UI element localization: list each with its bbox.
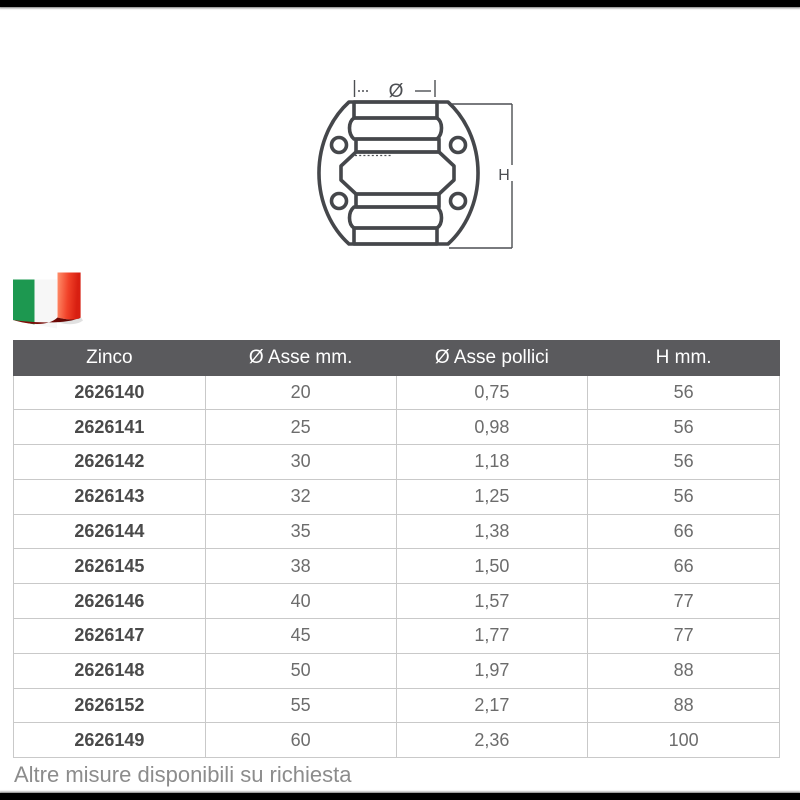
svg-text:Ø: Ø <box>389 81 404 102</box>
svg-text:H: H <box>498 167 510 184</box>
